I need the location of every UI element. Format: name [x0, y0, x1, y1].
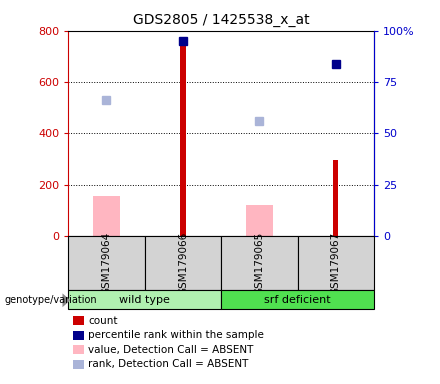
- Bar: [297, 236, 374, 290]
- Bar: [68, 236, 145, 290]
- Text: genotype/variation: genotype/variation: [4, 295, 97, 305]
- Title: GDS2805 / 1425538_x_at: GDS2805 / 1425538_x_at: [133, 13, 309, 27]
- Bar: [221, 290, 374, 309]
- Text: GSM179064: GSM179064: [102, 232, 111, 295]
- Bar: [221, 236, 297, 290]
- Bar: [68, 290, 221, 309]
- Bar: [145, 236, 221, 290]
- Text: rank, Detection Call = ABSENT: rank, Detection Call = ABSENT: [88, 359, 248, 369]
- Text: GSM179066: GSM179066: [178, 232, 188, 295]
- Bar: [333, 161, 338, 236]
- Bar: [246, 205, 273, 236]
- Bar: [93, 196, 120, 236]
- Text: GSM179065: GSM179065: [254, 232, 264, 295]
- Text: wild type: wild type: [119, 295, 170, 305]
- Bar: [180, 41, 186, 236]
- Text: srf deficient: srf deficient: [264, 295, 331, 305]
- Text: GSM179067: GSM179067: [331, 232, 341, 295]
- Text: percentile rank within the sample: percentile rank within the sample: [88, 330, 264, 340]
- Polygon shape: [62, 293, 70, 307]
- Text: count: count: [88, 316, 117, 326]
- Text: value, Detection Call = ABSENT: value, Detection Call = ABSENT: [88, 345, 253, 355]
